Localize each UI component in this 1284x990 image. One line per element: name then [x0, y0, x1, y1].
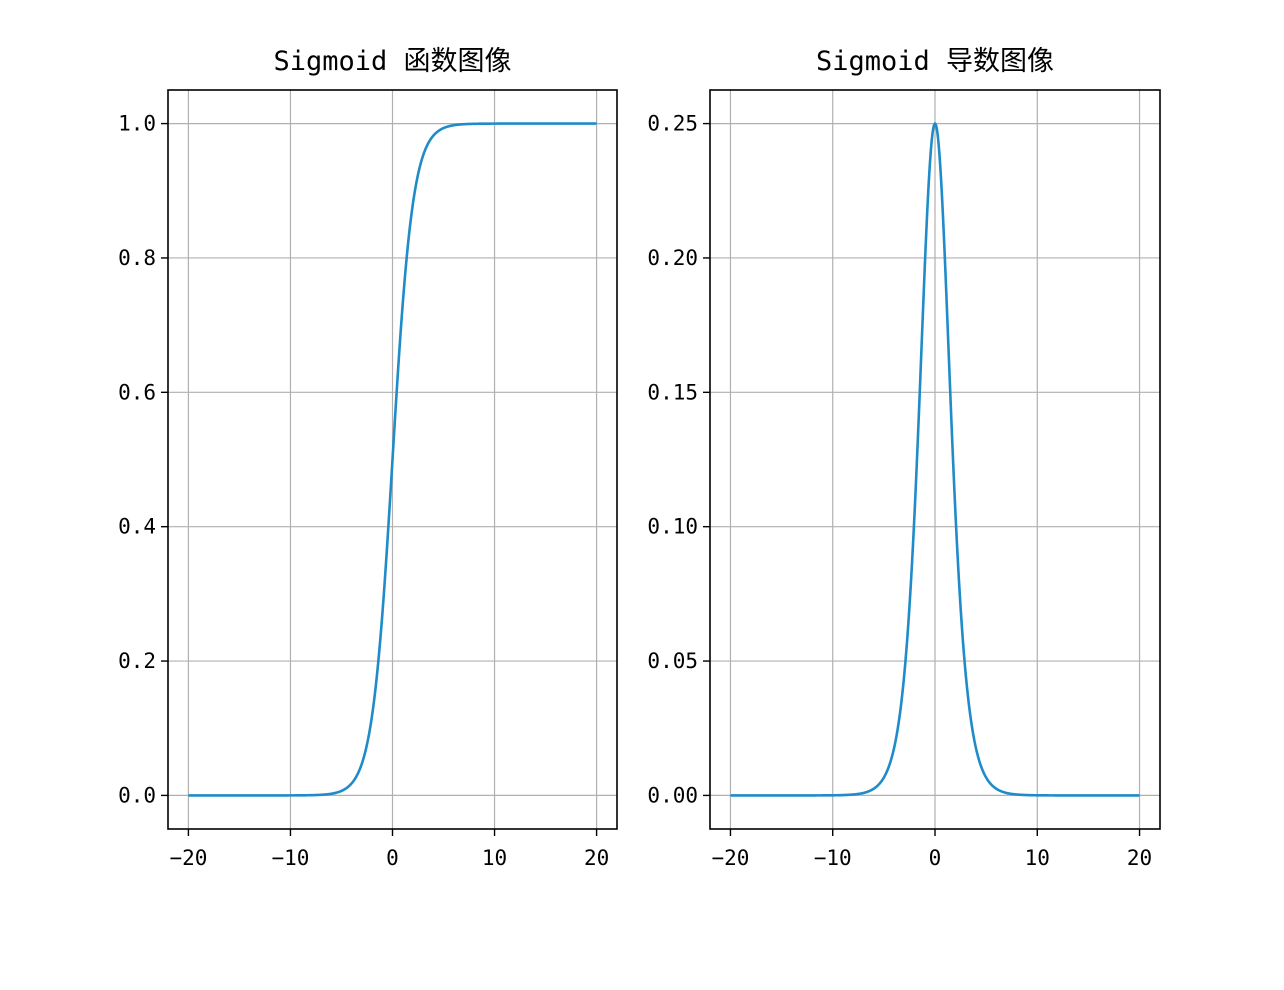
sigmoid-chart: −20 −10 0 10 20 0.0 0.2 0.4 0.6 0.8 1.0 Sigmoid 函数图… [118, 46, 618, 870]
y-tick-label: 0.05 [647, 649, 698, 673]
y-tick-label: 0.25 [647, 112, 698, 136]
y-tick-label: 0.8 [118, 246, 156, 270]
x-tick-label: 0 [386, 846, 399, 870]
y-tick-label: 0.0 [118, 783, 156, 807]
y-tick-label: 0.00 [647, 783, 698, 807]
y-tick-label: 1.0 [118, 112, 156, 136]
x-tick-label: −20 [711, 846, 749, 870]
x-tick-label: 0 [929, 846, 942, 870]
x-tick-label: −20 [169, 846, 207, 870]
y-tick-label: 0.20 [647, 246, 698, 270]
chart-title: Sigmoid 导数图像 [816, 46, 1054, 77]
x-tick-label: 10 [482, 846, 507, 870]
series-line [188, 122, 597, 797]
y-tick-label: 0.2 [118, 649, 156, 673]
series-line [730, 121, 1140, 797]
y-tick-label: 0.4 [118, 515, 156, 539]
x-tick-label: −10 [814, 846, 852, 870]
y-tick-label: 0.15 [647, 380, 698, 404]
sigmoid-derivative-chart: −20 −10 0 10 20 0.00 0.05 0.10 0.15 0.20 0.25 Sigmo… [647, 46, 1161, 870]
y-tick-label: 0.10 [647, 515, 698, 539]
x-tick-label: 20 [584, 846, 609, 870]
x-tick-label: 10 [1025, 846, 1050, 870]
chart-title: Sigmoid 函数图像 [273, 46, 511, 77]
y-tick-label: 0.6 [118, 380, 156, 404]
x-tick-label: −10 [271, 846, 309, 870]
x-tick-label: 20 [1127, 846, 1152, 870]
